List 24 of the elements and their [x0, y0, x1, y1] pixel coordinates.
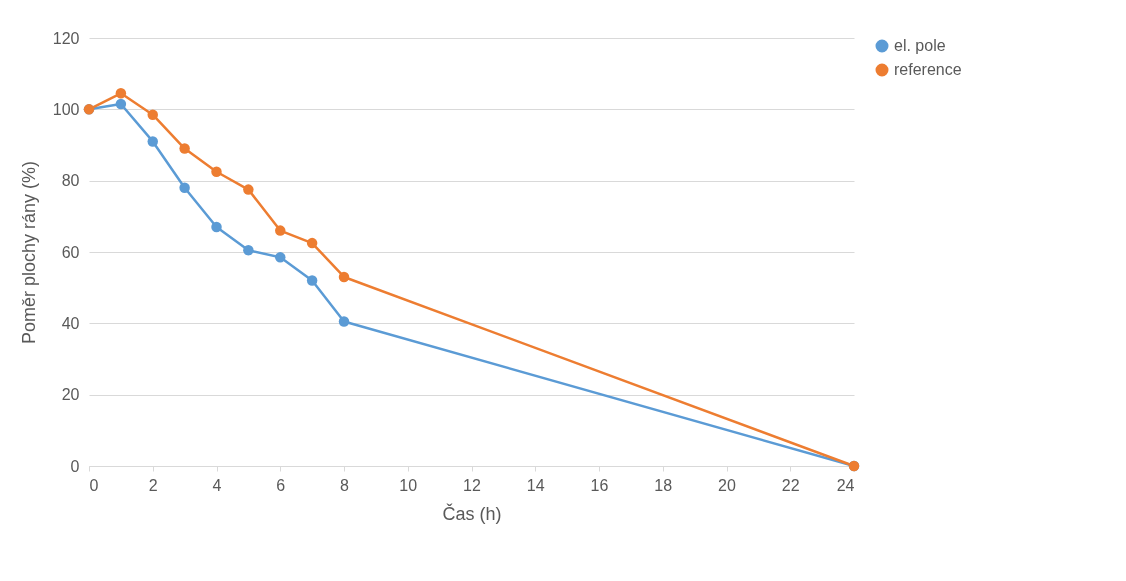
y-tick-label: 100 [52, 100, 80, 118]
y-tick-label: 40 [61, 314, 80, 332]
y-tick-label: 80 [61, 172, 80, 190]
x-tick-label: 22 [781, 476, 800, 494]
y-tick-label: 20 [61, 386, 80, 404]
y-tick-label: 120 [52, 29, 80, 47]
x-tick-label: 16 [590, 476, 609, 494]
x-tick-label: 4 [212, 476, 222, 494]
x-tick-label: 18 [654, 476, 673, 494]
x-tick-label: 10 [399, 476, 418, 494]
x-tick-label: 14 [526, 476, 545, 494]
y-tick-label: 60 [61, 243, 80, 261]
legend-label: el. pole [894, 37, 946, 54]
x-tick-label: 24 [836, 476, 855, 494]
y-tick-label: 0 [70, 457, 80, 475]
x-tick-label: 6 [276, 476, 286, 494]
y-axis-title: Poměr plochy rány (%) [18, 160, 39, 345]
x-tick-label: 0 [89, 476, 99, 494]
legend-label: reference [894, 61, 962, 78]
x-axis-title: Čas (h) [442, 502, 502, 524]
x-tick-label: 2 [148, 476, 158, 494]
x-tick-label: 20 [718, 476, 736, 494]
x-tick-label: 12 [463, 476, 481, 494]
x-tick-label: 8 [340, 476, 350, 494]
